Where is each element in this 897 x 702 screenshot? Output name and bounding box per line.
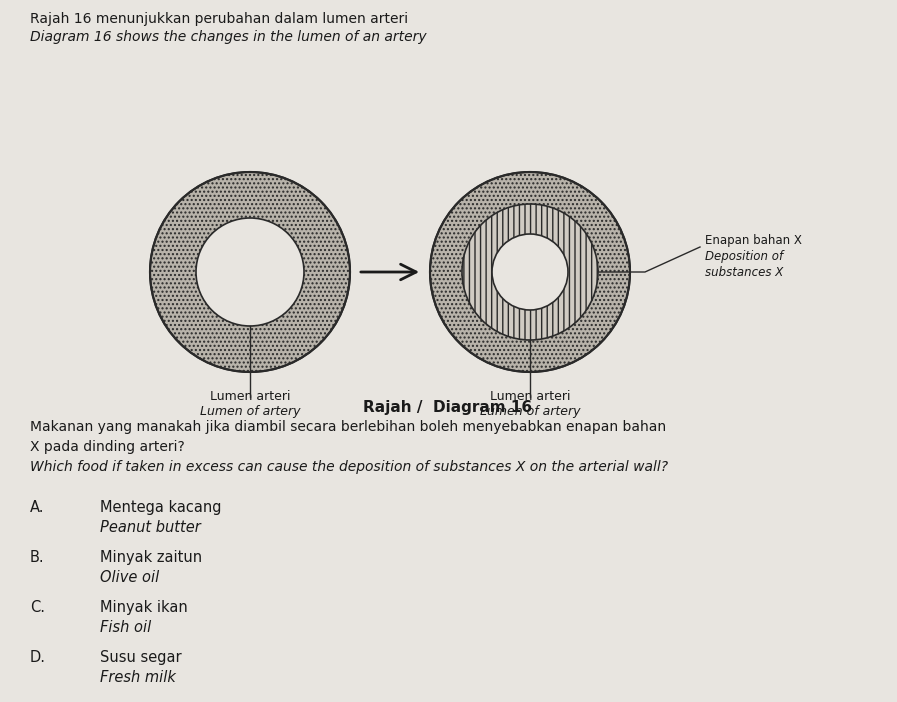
Text: Makanan yang manakah jika diambil secara berlebihan boleh menyebabkan enapan bah: Makanan yang manakah jika diambil secara… bbox=[30, 420, 666, 434]
Circle shape bbox=[196, 218, 304, 326]
Text: Lumen arteri: Lumen arteri bbox=[490, 390, 570, 403]
Circle shape bbox=[430, 172, 630, 372]
Text: Rajah /  Diagram 16: Rajah / Diagram 16 bbox=[363, 400, 533, 415]
Text: A.: A. bbox=[30, 500, 45, 515]
Text: X pada dinding arteri?: X pada dinding arteri? bbox=[30, 440, 185, 454]
Text: Enapan bahan X: Enapan bahan X bbox=[705, 234, 802, 247]
Text: Mentega kacang: Mentega kacang bbox=[100, 500, 222, 515]
Text: Fish oil: Fish oil bbox=[100, 620, 152, 635]
Text: substances X: substances X bbox=[705, 266, 783, 279]
Text: Rajah 16 menunjukkan perubahan dalam lumen arteri: Rajah 16 menunjukkan perubahan dalam lum… bbox=[30, 12, 408, 26]
Text: Lumen arteri: Lumen arteri bbox=[210, 390, 291, 403]
Text: Which food if taken in excess can cause the deposition of substances X on the ar: Which food if taken in excess can cause … bbox=[30, 460, 668, 474]
Text: C.: C. bbox=[30, 600, 45, 615]
Circle shape bbox=[150, 172, 350, 372]
Text: Fresh milk: Fresh milk bbox=[100, 670, 176, 685]
Text: Susu segar: Susu segar bbox=[100, 650, 181, 665]
Text: D.: D. bbox=[30, 650, 46, 665]
Text: Olive oil: Olive oil bbox=[100, 570, 160, 585]
Text: Minyak zaitun: Minyak zaitun bbox=[100, 550, 202, 565]
Text: Lumen of artery: Lumen of artery bbox=[480, 405, 580, 418]
Circle shape bbox=[492, 234, 568, 310]
Text: Lumen of artery: Lumen of artery bbox=[200, 405, 300, 418]
Text: Diagram 16 shows the changes in the lumen of an artery: Diagram 16 shows the changes in the lume… bbox=[30, 30, 427, 44]
Text: Peanut butter: Peanut butter bbox=[100, 520, 201, 535]
Text: Minyak ikan: Minyak ikan bbox=[100, 600, 187, 615]
Circle shape bbox=[462, 204, 598, 340]
Text: Deposition of: Deposition of bbox=[705, 250, 783, 263]
Text: B.: B. bbox=[30, 550, 45, 565]
